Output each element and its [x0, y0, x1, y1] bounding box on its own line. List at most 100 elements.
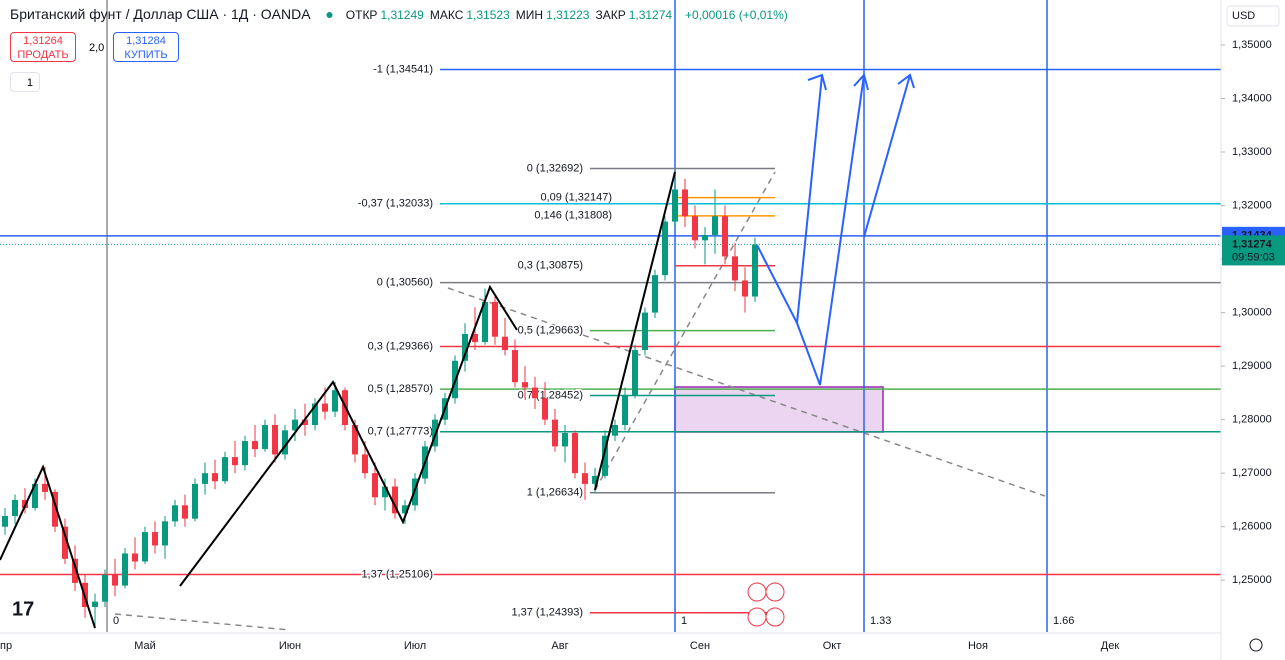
- ohlc-value: 1,31249: [380, 8, 424, 22]
- candle-body: [492, 301, 498, 337]
- y-tick-label: 1,35000: [1232, 39, 1272, 51]
- candle-body: [722, 216, 728, 257]
- arrow-head: [807, 73, 827, 91]
- candle-body: [122, 553, 128, 586]
- zone: [674, 386, 884, 433]
- event-icon[interactable]: [747, 582, 767, 602]
- candle-body: [672, 189, 678, 222]
- countdown: 09:59:03: [1232, 251, 1275, 263]
- candle-body: [732, 256, 738, 281]
- candle-body: [702, 234, 708, 241]
- candle-body: [552, 419, 558, 447]
- y-tick-label: 1,34000: [1232, 92, 1272, 104]
- fib-label: 1,37 (1,24393): [511, 607, 583, 619]
- candle-body: [172, 505, 178, 522]
- candle-body: [282, 430, 288, 455]
- fib-label: 1 (1,26634): [527, 487, 583, 499]
- fib-label: 0 (1,32692): [527, 162, 583, 174]
- spread: 2,0: [89, 42, 105, 54]
- fib-label: 0,3 (1,29366): [368, 340, 433, 352]
- candle-body: [572, 433, 578, 474]
- candle-body: [322, 403, 328, 412]
- zigzag: [0, 464, 96, 629]
- candle-body: [372, 473, 378, 498]
- ohlc-value: 1,31223: [546, 8, 590, 22]
- ohlc: ОТКР 1,31249 МАКС 1,31523 МИН 1,31223 ЗАКР 1,31…: [346, 6, 678, 22]
- candle-body: [302, 419, 308, 425]
- candle-body: [482, 301, 488, 343]
- y-tick-label: 1,30000: [1232, 306, 1272, 318]
- candle-body: [232, 457, 238, 466]
- candle-body: [102, 574, 108, 602]
- trend-line: [594, 171, 776, 491]
- currency: USD: [1232, 10, 1255, 22]
- last-badge-label: 1,31274: [1232, 238, 1273, 250]
- settings-icon[interactable]: [1249, 638, 1263, 652]
- plot: [2, 170, 758, 629]
- candle-body: [2, 515, 8, 527]
- time-fib-label: 1.66: [1053, 615, 1074, 627]
- candle-body: [152, 532, 158, 546]
- fib-label: 0,5 (1,29663): [518, 325, 583, 337]
- event-icon[interactable]: [747, 607, 767, 627]
- sell-price: 1,31264: [23, 35, 63, 47]
- x-tick-label: Сен: [690, 640, 710, 652]
- trend-line: [114, 613, 291, 631]
- candle-body: [92, 601, 98, 607]
- candle-body: [512, 350, 518, 383]
- symbol: Британский фунт / Доллар США · 1Д · OAND…: [10, 6, 311, 22]
- buy-price: 1,31284: [126, 35, 166, 47]
- header: Британский фунт / Доллар США · 1Д · OAND…: [10, 6, 794, 22]
- candle-body: [562, 433, 568, 447]
- fib-label: 0,7 (1,28452): [518, 389, 583, 401]
- sell-label: ПРОДАТЬ: [17, 49, 69, 61]
- candle-body: [502, 336, 508, 351]
- candle-body: [42, 483, 48, 492]
- buy-button[interactable]: 1,31284 КУПИТЬ: [113, 32, 179, 62]
- time-fib-label: 1: [681, 615, 687, 627]
- candle-body: [612, 424, 618, 436]
- ohlc-name: МАКС: [429, 8, 464, 22]
- arrow: [863, 74, 911, 238]
- candle-body: [692, 216, 698, 241]
- candle-body: [622, 395, 628, 425]
- event-icon[interactable]: [765, 607, 785, 627]
- candle-body: [262, 424, 268, 450]
- event-icon[interactable]: [765, 582, 785, 602]
- currency-button[interactable]: [1226, 5, 1280, 27]
- candle-body: [742, 280, 748, 297]
- candle-body: [352, 424, 358, 455]
- x-tick-label: Дек: [1101, 640, 1120, 652]
- candle-body: [12, 499, 18, 516]
- x-tick-label: Авг: [551, 640, 568, 652]
- fib-label: -0,37 (1,32033): [358, 198, 433, 210]
- candle-body: [162, 521, 168, 546]
- candle-body: [242, 441, 248, 466]
- y-tick-label: 1,27000: [1232, 467, 1272, 479]
- candle-body: [292, 419, 298, 431]
- y-tick-label: 1,29000: [1232, 360, 1272, 372]
- candle-body: [362, 454, 368, 474]
- lots[interactable]: 1: [10, 72, 40, 92]
- fib-label: 0,7 (1,27773): [368, 426, 433, 438]
- candle-body: [312, 403, 318, 425]
- x-tick-label: пр: [0, 640, 12, 652]
- arrow-head: [853, 72, 869, 91]
- fib-label: 0,09 (1,32147): [540, 192, 612, 204]
- candle-body: [52, 491, 58, 527]
- candle-body: [382, 486, 388, 498]
- status-dot: ●: [325, 6, 334, 22]
- candle-body: [662, 221, 668, 276]
- candle-body: [72, 558, 78, 583]
- candle-body: [192, 483, 198, 519]
- sell-button[interactable]: 1,31264 ПРОДАТЬ: [10, 32, 76, 62]
- candle-body: [632, 350, 638, 396]
- x-tick-label: Ноя: [968, 640, 988, 652]
- candle-body: [272, 424, 278, 455]
- candle-body: [182, 505, 188, 519]
- drawings: -1 (1,34541) 0 (1,32692) 0,09 (1,32147) -0,…: [0, 0, 1221, 632]
- candle-body: [32, 483, 38, 508]
- candle-body: [532, 387, 538, 399]
